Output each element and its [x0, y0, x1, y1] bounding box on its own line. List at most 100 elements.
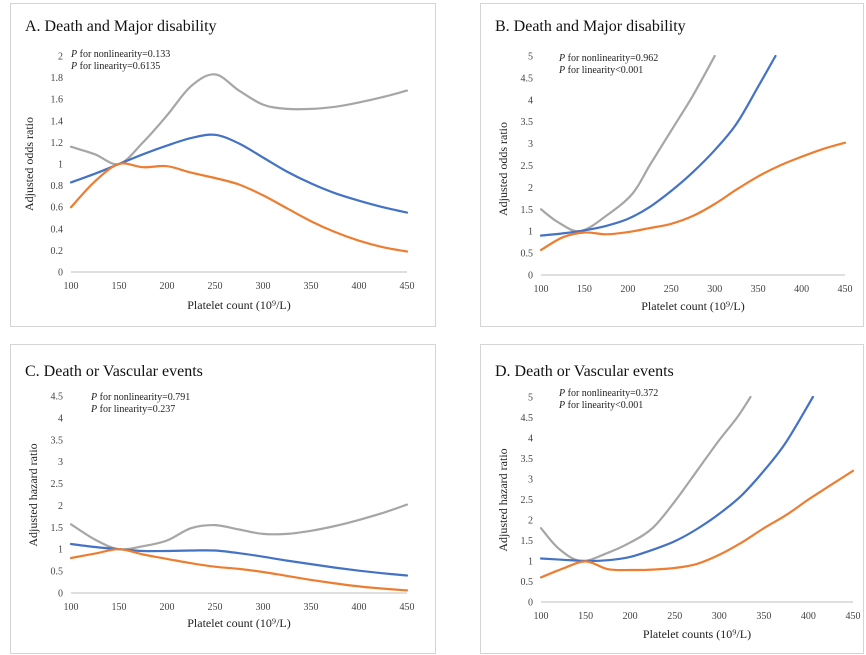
panel-b: B. Death and Major disability P for nonl…	[480, 3, 864, 327]
series-line-gray	[71, 505, 407, 550]
y-tick-label: 3.5	[51, 435, 64, 446]
y-tick-label: 1	[58, 545, 63, 556]
y-tick-label: 3.5	[521, 117, 534, 128]
y-tick-label: 0.2	[51, 246, 64, 257]
y-tick-label: 1.4	[51, 116, 64, 127]
x-axis-label: Platelet count (10⁹/L)	[187, 616, 291, 630]
y-tick-label: 1.5	[51, 523, 64, 534]
x-tick-label: 250	[208, 602, 223, 613]
y-tick-label: 1	[58, 160, 63, 171]
x-tick-label: 450	[400, 602, 415, 613]
x-tick-label: 250	[667, 611, 682, 622]
y-axis-label: Adjusted hazard ratio	[496, 448, 510, 551]
x-tick-label: 200	[160, 602, 175, 613]
x-tick-label: 100	[64, 281, 79, 292]
y-tick-label: 0.5	[521, 249, 534, 260]
y-tick-label: 4.5	[51, 392, 64, 403]
series-line-gray	[541, 56, 715, 231]
x-tick-label: 350	[304, 281, 319, 292]
panel-c: C. Death or Vascular events P for nonlin…	[10, 344, 436, 654]
x-tick-label: 350	[756, 611, 771, 622]
y-tick-label: 3	[528, 139, 533, 150]
x-tick-label: 300	[712, 611, 727, 622]
y-tick-label: 4	[528, 95, 533, 106]
x-tick-label: 450	[400, 281, 415, 292]
x-tick-label: 300	[256, 281, 271, 292]
y-tick-label: 5	[528, 52, 533, 63]
y-tick-label: 0	[528, 598, 533, 609]
x-tick-label: 200	[620, 284, 635, 295]
y-tick-label: 0	[58, 268, 63, 279]
y-axis-label: Adjusted odds ratio	[22, 117, 36, 211]
x-tick-label: 150	[577, 284, 592, 295]
series-line-blue	[541, 397, 813, 561]
plot-area: 0 0.5 1 1.5 2 2.5 3 3.5 4 4.5 100 150 200 250 300 350 40…	[11, 345, 437, 655]
x-tick-label: 400	[352, 281, 367, 292]
x-tick-label: 150	[578, 611, 593, 622]
x-tick-label: 250	[208, 281, 223, 292]
x-tick-label: 450	[846, 611, 861, 622]
y-tick-label: 4	[528, 434, 533, 445]
x-tick-label: 200	[160, 281, 175, 292]
x-tick-label: 100	[534, 611, 549, 622]
y-axis-label: Adjusted odds ratio	[496, 122, 510, 216]
series-line-gray	[71, 74, 407, 164]
y-tick-label: 2.5	[51, 479, 64, 490]
plot-area: 0 0.5 1 1.5 2 2.5 3 3.5 4 4.5 5 100 150 200 250 300 350 4…	[481, 345, 865, 655]
y-tick-label: 4	[58, 413, 63, 424]
x-tick-label: 400	[794, 284, 809, 295]
y-tick-label: 1.2	[51, 138, 64, 149]
y-tick-label: 0	[528, 271, 533, 282]
y-tick-label: 0.5	[51, 567, 64, 578]
series-line-blue	[71, 135, 407, 213]
y-tick-label: 3.5	[521, 454, 534, 465]
y-tick-label: 2	[58, 52, 63, 63]
x-tick-label: 350	[751, 284, 766, 295]
x-tick-label: 350	[304, 602, 319, 613]
y-tick-label: 0.6	[51, 203, 64, 214]
x-tick-label: 450	[838, 284, 853, 295]
y-tick-label: 1.8	[51, 73, 64, 84]
y-tick-label: 1	[528, 227, 533, 238]
y-tick-label: 2.5	[521, 161, 534, 172]
y-tick-label: 2.5	[521, 495, 534, 506]
y-tick-label: 2	[528, 516, 533, 527]
y-tick-label: 2	[528, 183, 533, 194]
x-tick-label: 400	[352, 602, 367, 613]
y-tick-label: 0.5	[521, 577, 534, 588]
x-tick-label: 250	[664, 284, 679, 295]
plot-area: 0 0.5 1 1.5 2 2.5 3 3.5 4 4.5 5 100 150 200 250 300 350 4…	[481, 4, 865, 328]
series-line-orange	[541, 143, 845, 250]
series-line-orange	[541, 471, 853, 578]
x-tick-label: 300	[707, 284, 722, 295]
x-tick-label: 150	[112, 281, 127, 292]
x-axis-label: Platelet count (10⁹/L)	[641, 299, 745, 313]
panel-a: A. Death and Major disability P for nonl…	[10, 3, 436, 327]
y-tick-label: 1	[528, 557, 533, 568]
x-tick-label: 100	[64, 602, 79, 613]
panel-d: D. Death or Vascular events P for nonlin…	[480, 344, 864, 654]
y-tick-label: 5	[528, 393, 533, 404]
y-tick-label: 4.5	[521, 413, 534, 424]
x-tick-label: 300	[256, 602, 271, 613]
y-tick-label: 0.8	[51, 181, 64, 192]
series-line-blue	[541, 56, 776, 236]
x-axis-label: Platelet counts (10⁹/L)	[643, 627, 751, 641]
y-tick-label: 3	[58, 457, 63, 468]
y-tick-label: 3	[528, 475, 533, 486]
y-tick-label: 1.6	[51, 95, 64, 106]
y-tick-label: 4.5	[521, 73, 534, 84]
series-line-gray	[541, 397, 751, 561]
y-tick-label: 1.5	[521, 205, 534, 216]
plot-area: 0 0.2 0.4 0.6 0.8 1 1.2 1.4 1.6 1.8 2 100 150 200 250 3…	[11, 4, 437, 328]
x-tick-label: 100	[534, 284, 549, 295]
y-tick-label: 0	[58, 589, 63, 600]
y-axis-label: Adjusted hazard ratio	[26, 443, 40, 546]
series-line-orange	[71, 163, 407, 251]
y-tick-label: 2	[58, 501, 63, 512]
y-tick-label: 0.4	[51, 224, 64, 235]
x-axis-label: Platelet count (10⁹/L)	[187, 298, 291, 312]
x-tick-label: 400	[801, 611, 816, 622]
x-tick-label: 200	[623, 611, 638, 622]
x-tick-label: 150	[112, 602, 127, 613]
